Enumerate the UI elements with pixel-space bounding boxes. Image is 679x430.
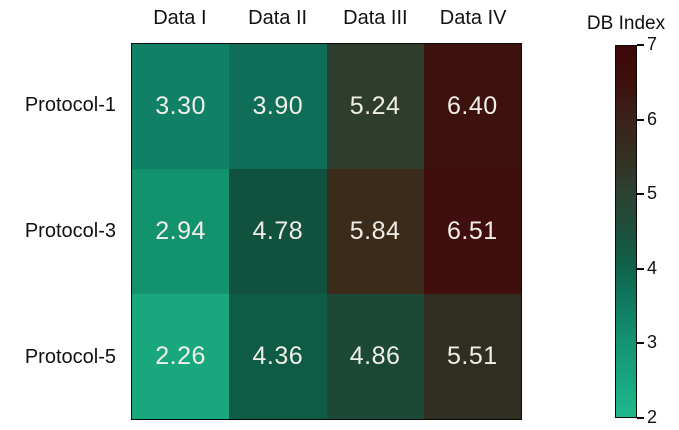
colorbar-tick-mark	[637, 44, 644, 46]
colorbar-tick-label: 5	[647, 183, 658, 204]
heatmap-cell: 4.78	[229, 169, 327, 294]
cell-value: 5.84	[349, 217, 401, 245]
heatmap-cell: 2.94	[132, 169, 230, 294]
heatmap-cell: 3.30	[132, 44, 230, 169]
row-label: Protocol-1	[24, 94, 116, 117]
colorbar-tick-mark	[637, 193, 644, 196]
cell-value: 4.36	[252, 342, 304, 370]
heatmap-cell: 5.84	[326, 169, 424, 294]
cell-value: 6.40	[447, 92, 498, 120]
column-header: Data IV	[439, 6, 507, 29]
heatmap-cell: 2.26	[132, 294, 230, 419]
colorbar-label: DB Index	[586, 13, 666, 34]
colorbar-tick-label: 2	[647, 407, 658, 428]
colorbar-tick-mark	[637, 267, 644, 270]
heatmap-cell: 3.90	[229, 44, 327, 169]
cell-value: 5.24	[349, 92, 401, 120]
row-label: Protocol-5	[24, 345, 116, 368]
heatmap-cell: 4.36	[229, 294, 327, 419]
heatmap-cell: 6.40	[423, 44, 521, 169]
colorbar-tick-label: 4	[647, 257, 658, 278]
column-header: Data I	[153, 6, 207, 29]
heatmap-cell: 4.86	[326, 294, 424, 419]
cell-value: 5.51	[447, 342, 498, 370]
heatmap-cell: 6.51	[423, 169, 521, 294]
column-headers: Data I Data II Data III Data IV	[131, 2, 522, 34]
heatmap-grid: 3.30 3.90 5.24 6.40 2.94 4.78 5.84 6.51 2.26 4.36…	[131, 43, 522, 420]
colorbar-tick-label: 7	[647, 34, 658, 55]
colorbar-gradient	[615, 45, 637, 418]
colorbar-tick-mark	[637, 342, 644, 345]
colorbar-tick-label: 6	[647, 108, 658, 129]
column-header: Data III	[343, 6, 408, 29]
row-labels: Protocol-1 Protocol-3 Protocol-5	[0, 43, 116, 420]
colorbar-tick-label: 3	[647, 332, 658, 353]
colorbar-tick-mark	[637, 118, 644, 121]
cell-value: 2.26	[155, 342, 206, 370]
cell-value: 6.51	[447, 217, 498, 245]
heatmap-cell: 5.24	[326, 44, 424, 169]
cell-value: 4.86	[349, 342, 401, 370]
heatmap-cell: 5.51	[423, 294, 521, 419]
cell-value: 2.94	[155, 217, 206, 245]
column-header: Data II	[248, 6, 308, 29]
cell-value: 3.30	[155, 92, 206, 120]
colorbar-tick-mark	[637, 417, 644, 419]
row-label: Protocol-3	[24, 219, 116, 242]
cell-value: 3.90	[252, 92, 304, 120]
cell-value: 4.78	[252, 217, 304, 245]
